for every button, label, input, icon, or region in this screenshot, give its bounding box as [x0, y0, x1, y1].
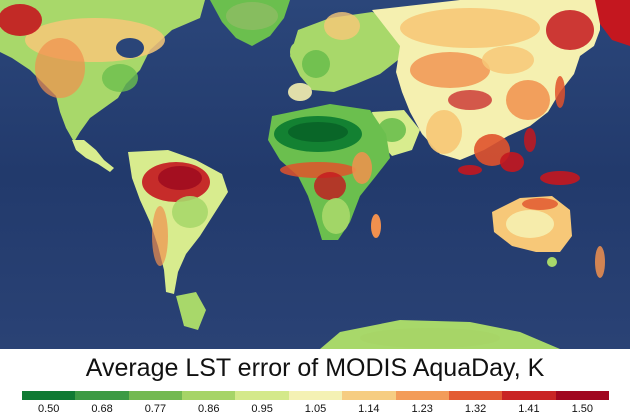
colorbar — [22, 391, 609, 400]
world-map-canvas — [0, 0, 630, 349]
mongolia — [482, 46, 534, 74]
colorbar-tick-label: 0.77 — [144, 403, 167, 415]
scandinavia — [324, 12, 360, 40]
land-masses — [0, 0, 630, 349]
north-america-west — [35, 38, 85, 98]
colorbar-tick-label: 0.86 — [198, 403, 220, 415]
colorbar-tick-label: 0.95 — [251, 403, 273, 415]
europe-west — [302, 50, 330, 78]
siberia — [400, 8, 540, 48]
colorbar-tick-label: 1.32 — [464, 403, 487, 415]
india — [426, 110, 462, 154]
sumatra — [458, 165, 482, 175]
colorbar-segment — [448, 391, 503, 400]
hudson-bay — [116, 38, 144, 58]
greenland-ice — [226, 2, 278, 30]
new-guinea — [540, 171, 580, 185]
colorbar-segment — [288, 391, 343, 400]
colorbar-tick-label: 1.23 — [411, 403, 433, 415]
colorbar-tick-label: 0.50 — [37, 403, 60, 415]
colorbar-tick-labels: 0.50 0.68 0.77 0.86 0.95 1.05 1.14 1.23 1.32 1.41… — [0, 402, 630, 418]
colorbar-tick-label: 1.05 — [304, 403, 327, 415]
iberia — [288, 83, 312, 101]
southeast-asia — [474, 134, 510, 166]
colorbar-tick-label: 1.50 — [571, 403, 594, 415]
antarctica-ice — [360, 328, 500, 348]
madagascar — [371, 214, 381, 238]
colorbar-tick-label: 1.41 — [518, 403, 540, 415]
japan — [555, 76, 565, 108]
borneo — [500, 152, 524, 172]
colorbar-segment — [128, 391, 183, 400]
map-title: Average LST error of MODIS AquaDay, K — [85, 354, 545, 382]
alaska — [0, 4, 42, 36]
far-east — [546, 10, 594, 50]
colorbar-segment — [22, 391, 76, 400]
tasmania — [547, 257, 557, 267]
colorbar-segment — [182, 391, 236, 400]
colorbar-tick-label: 1.14 — [358, 403, 380, 415]
colorbar-tick-label: 0.68 — [91, 403, 113, 415]
east-africa — [352, 152, 372, 184]
colorbar-segment — [75, 391, 129, 400]
sahel — [280, 162, 356, 178]
world-map — [0, 0, 630, 349]
sahara-core — [288, 122, 348, 142]
colorbar-segment — [342, 391, 396, 400]
china-east — [506, 80, 550, 120]
central-asia — [410, 52, 490, 88]
central-america — [72, 140, 114, 172]
colorbar-segment — [502, 391, 556, 400]
andes — [152, 206, 168, 266]
antarctic-peninsula — [176, 292, 206, 330]
north-america-east — [102, 64, 138, 92]
australia-desert — [506, 210, 554, 238]
congo — [314, 172, 346, 200]
uk — [290, 43, 302, 61]
philippines — [524, 128, 536, 152]
colorbar-segment — [235, 391, 289, 400]
australia-north — [522, 198, 558, 210]
colorbar-segment — [555, 391, 609, 400]
chukotka — [595, 0, 630, 46]
brazil-south — [172, 196, 208, 228]
new-zealand — [595, 246, 605, 278]
southern-africa — [322, 198, 350, 234]
colorbar-segment — [395, 391, 449, 400]
amazon-core — [158, 166, 202, 190]
tibet — [448, 90, 492, 110]
